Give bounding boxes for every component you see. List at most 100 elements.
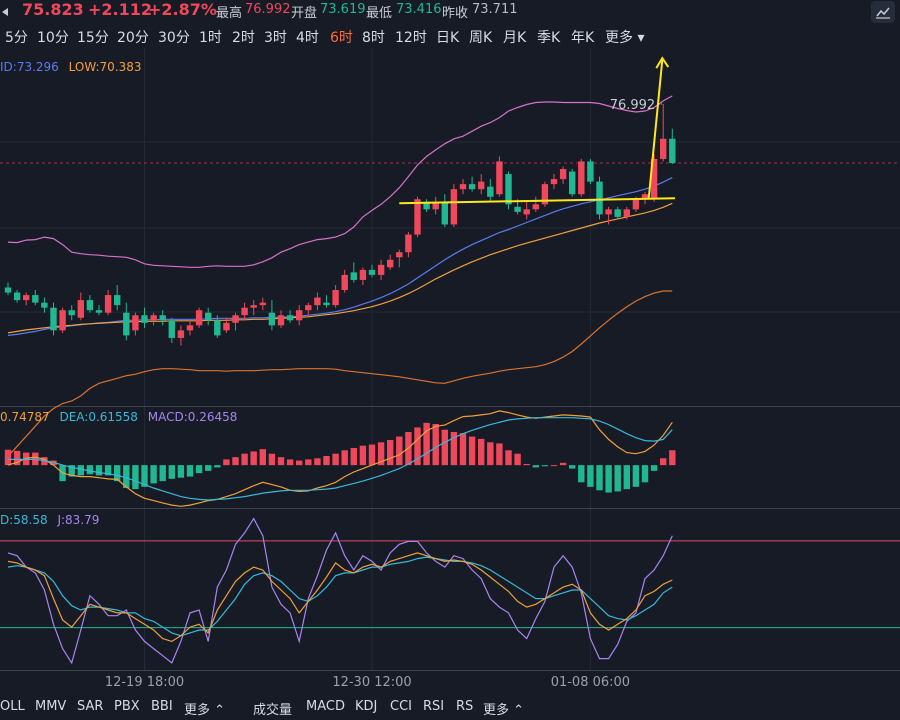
candle-body-5 [50, 307, 57, 331]
candle-body-48 [441, 201, 448, 225]
candle-body-21 [195, 310, 203, 326]
candle-body-58 [532, 204, 539, 210]
kdj-d-line [7, 556, 673, 637]
subchart-tab-3[interactable]: CCI [390, 699, 412, 714]
macd-bar-31 [286, 459, 294, 466]
candle-body-53 [487, 186, 494, 197]
macd-dif-value: 0.74787 [0, 410, 50, 424]
candle-body-0 [4, 287, 12, 293]
macd-dea-value: DEA:0.61558 [59, 410, 138, 424]
macd-bar-21 [195, 465, 203, 474]
tab-timeframe-15[interactable]: 季K [537, 30, 561, 46]
macd-bar-67 [614, 465, 621, 492]
macd-bar-12 [114, 465, 121, 482]
macd-bar-7 [68, 465, 75, 477]
macd-bar-29 [268, 453, 276, 466]
candle-body-40 [368, 269, 376, 275]
tab-timeframe-5[interactable]: 1时 [199, 30, 222, 46]
kdj-legend: D:58.58 J:83.79 [0, 513, 99, 527]
macd-bar-33 [305, 459, 312, 466]
candle-body-60 [550, 179, 558, 185]
subchart-tab-5[interactable]: RS [456, 699, 474, 714]
x-tick-label-0: 12-19 18:00 [105, 675, 184, 690]
tab-timeframe-10[interactable]: 8时 [362, 30, 385, 46]
candle-body-45 [414, 199, 421, 235]
candle-body-27 [250, 305, 257, 308]
tab-timeframe-8[interactable]: 4时 [296, 30, 319, 46]
back-arrow-icon[interactable] [0, 1, 10, 23]
macd-bar-18 [168, 465, 175, 479]
indicator-tab-bbi[interactable]: BBI [151, 699, 173, 714]
subchart-tab-1[interactable]: MACD [306, 699, 345, 714]
chart-settings-button[interactable] [871, 1, 895, 23]
macd-bar-13 [123, 465, 130, 488]
tab-timeframe-0[interactable]: 5分 [5, 30, 28, 46]
candle-body-17 [159, 315, 166, 321]
indicator-tab-mmv[interactable]: MMV [35, 699, 67, 714]
tab-timeframe-2[interactable]: 15分 [77, 30, 109, 46]
macd-bar-36 [332, 453, 339, 466]
tab-timeframe-7[interactable]: 3时 [264, 30, 287, 46]
macd-bar-50 [459, 433, 467, 466]
tab-timeframe-11[interactable]: 12时 [395, 30, 427, 46]
indicator-more-left[interactable]: 更多 ⌃ [184, 703, 226, 718]
candle-body-72 [660, 138, 667, 159]
timeframe-more-dropdown[interactable]: 更多 ▾ [605, 30, 645, 46]
macd-legend: 0.74787 DEA:0.61558 MACD:0.26458 [0, 410, 237, 424]
macd-bar-24 [223, 459, 230, 466]
tab-timeframe-9[interactable]: 6时 [330, 30, 353, 46]
price-chart[interactable]: 76.992 12-19 18:00 12-30 12:00 01-08 06:00 [0, 0, 900, 696]
candle-body-14 [132, 315, 139, 331]
low-label: 最低 [366, 6, 393, 21]
candle-body-49 [450, 189, 458, 225]
candle-body-36 [332, 290, 339, 306]
macd-bar-37 [341, 450, 348, 466]
candle-body-55 [505, 174, 512, 205]
indicator-tab-sar[interactable]: SAR [77, 699, 104, 714]
subchart-tab-0[interactable]: 成交量 [253, 703, 293, 718]
candle-body-67 [614, 209, 621, 217]
candle-body-33 [305, 305, 312, 311]
macd-bar-35 [323, 456, 330, 466]
indicator-tab-pbx[interactable]: PBX [114, 699, 140, 714]
macd-bar-30 [277, 457, 285, 466]
subchart-tab-2[interactable]: KDJ [355, 699, 378, 714]
price-change: +2.112 [88, 0, 153, 19]
tab-timeframe-12[interactable]: 日K [436, 30, 460, 46]
candle-body-43 [396, 252, 403, 258]
candle-body-30 [277, 315, 285, 326]
macd-bar-56 [514, 453, 521, 466]
tab-timeframe-14[interactable]: 月K [503, 30, 527, 46]
ma-orange-line [7, 202, 673, 334]
indicator-more-right[interactable]: 更多 ⌃ [483, 703, 525, 718]
candle-body-18 [168, 320, 175, 338]
macd-dif-line [7, 410, 673, 507]
candle-body-20 [186, 325, 194, 331]
boll-upper-line [7, 95, 673, 268]
tab-timeframe-1[interactable]: 10分 [37, 30, 69, 46]
tab-timeframe-6[interactable]: 2时 [232, 30, 255, 46]
candle-body-19 [177, 330, 185, 338]
boll-mid-value: ID:73.296 [0, 60, 59, 74]
candle-body-11 [104, 295, 112, 313]
subchart-tab-4[interactable]: RSI [423, 699, 445, 714]
macd-bar-47 [432, 424, 439, 466]
tab-timeframe-13[interactable]: 周K [469, 30, 493, 46]
tab-timeframe-4[interactable]: 30分 [158, 30, 190, 46]
macd-bar-60 [550, 465, 558, 467]
candle-body-13 [123, 312, 130, 336]
macd-bar-59 [541, 465, 549, 467]
x-tick-label-1: 12-30 12:00 [332, 675, 411, 690]
resistance-trendline [399, 197, 676, 205]
candle-body-73 [669, 138, 676, 163]
open-label: 开盘 [291, 6, 318, 21]
quote-header: 75.823 +2.112 +2.87% 最高 76.992 开盘 73.619… [0, 0, 900, 24]
low-value: 73.416 [396, 2, 442, 17]
candle-body-68 [623, 209, 630, 217]
candle-body-12 [114, 295, 121, 306]
price-change-pct: +2.87% [148, 0, 217, 19]
tab-timeframe-3[interactable]: 20分 [117, 30, 149, 46]
indicator-tab-oll[interactable]: OLL [0, 699, 25, 714]
tab-timeframe-16[interactable]: 年K [571, 30, 595, 46]
macd-bar-9 [86, 465, 94, 475]
